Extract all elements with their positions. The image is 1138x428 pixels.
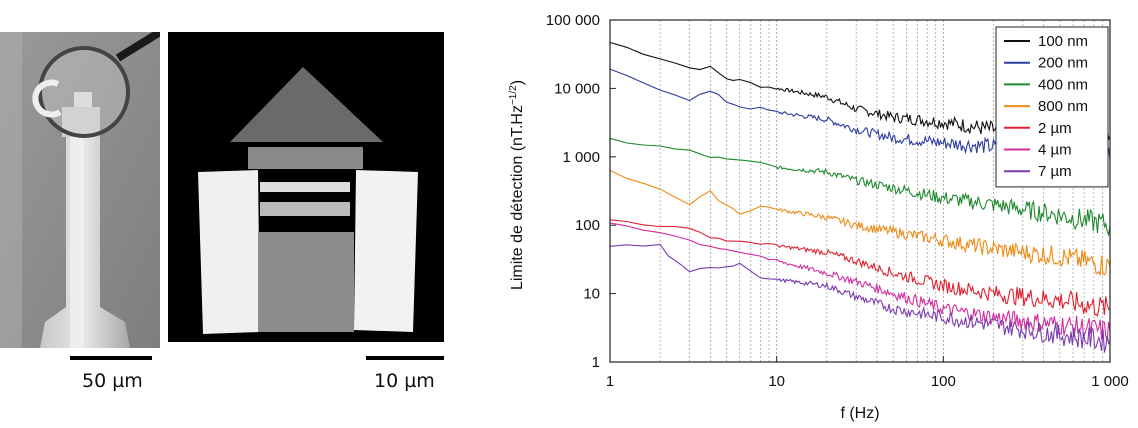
series-line-3 xyxy=(609,169,1111,276)
y-tick-label: 100 xyxy=(575,217,600,234)
legend-label: 4 µm xyxy=(1038,142,1072,159)
sem-image-sensor xyxy=(168,32,444,348)
legend-label: 100 nm xyxy=(1038,33,1088,50)
legend-label: 800 nm xyxy=(1038,98,1088,115)
series-line-4 xyxy=(609,219,1111,317)
scale-bar-right xyxy=(366,356,444,360)
legend: 100 nm 200 nm 400 nm 800 nm 2 µm 4 µm 7 µm xyxy=(995,26,1109,188)
x-tick-label: 10 xyxy=(768,373,785,390)
scale-label-left: 50 µm xyxy=(82,370,143,392)
y-tick-label: 100 000 xyxy=(546,12,600,29)
scale-label-right: 10 µm xyxy=(374,370,435,392)
legend-label: 200 nm xyxy=(1038,55,1088,72)
y-tick-label: 10 xyxy=(583,286,600,303)
x-axis-label: f (Hz) xyxy=(840,405,879,422)
sensor-micrograph xyxy=(168,32,444,348)
y-tick-label: 10 000 xyxy=(554,80,600,97)
cantilever-micrograph xyxy=(0,32,160,348)
detection-limit-chart: 1 10 100 1 000 1 10 100 1 000 10 000 100 000 100 … xyxy=(508,12,1129,422)
series-line-6 xyxy=(609,244,1111,353)
axis-ticks: 1 10 100 1 000 1 10 100 1 000 10 000 100 000 xyxy=(546,12,1129,390)
series-line-2 xyxy=(609,137,1111,237)
y-axis-label-close: ) xyxy=(509,80,526,85)
legend-label: 7 µm xyxy=(1038,163,1072,180)
y-axis-label: Limite de détection (nT.Hz−1/2) xyxy=(508,80,526,290)
y-tick-label: 1 000 xyxy=(562,149,600,166)
x-tick-label: 1 000 xyxy=(1091,373,1129,390)
x-tick-label: 100 xyxy=(931,373,956,390)
scale-bar-left xyxy=(70,356,152,360)
series-line-5 xyxy=(609,222,1111,341)
legend-label: 400 nm xyxy=(1038,76,1088,93)
y-axis-label-main: Limite de détection (nT.Hz xyxy=(509,105,526,290)
plot-frame xyxy=(609,19,1111,363)
y-tick-label: 1 xyxy=(592,354,600,371)
x-tick-label: 1 xyxy=(606,373,614,390)
sem-image-cantilever xyxy=(0,32,160,348)
y-axis-label-exponent: −1/2 xyxy=(508,85,519,105)
legend-label: 2 µm xyxy=(1038,120,1072,137)
